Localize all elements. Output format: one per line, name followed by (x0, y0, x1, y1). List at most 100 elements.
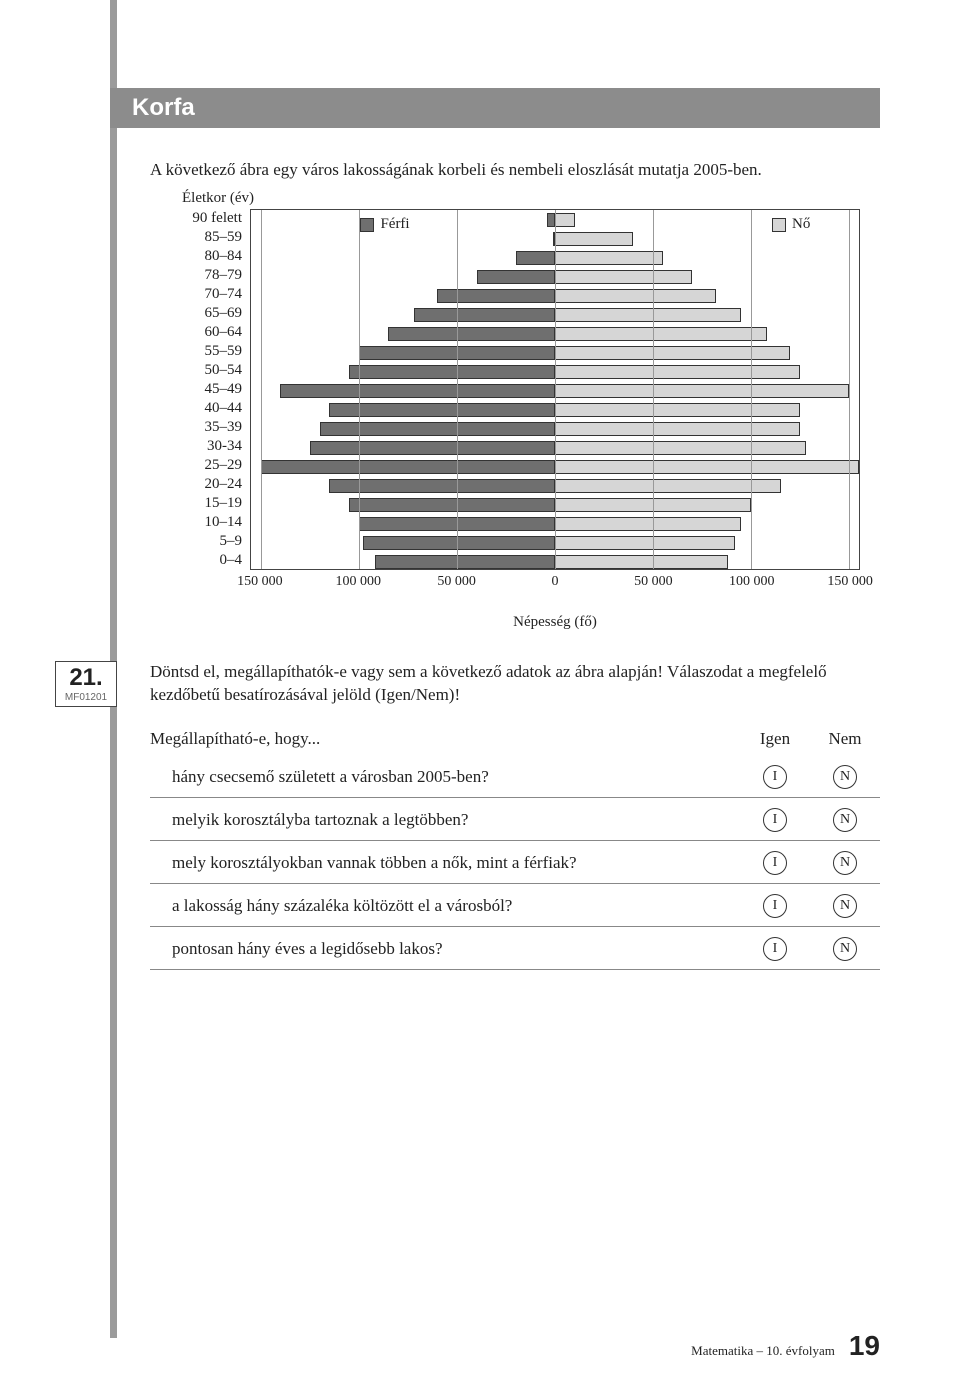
bar-female (555, 232, 633, 246)
table-row: mely korosztályokban vannak többen a nők… (150, 841, 880, 884)
table-row: a lakosság hány százaléka költözött el a… (150, 884, 880, 927)
bar-female (555, 365, 800, 379)
bar-male (349, 365, 555, 379)
y-tick-label: 10–14 (180, 513, 242, 532)
bar-female (555, 479, 781, 493)
bar-male (329, 479, 555, 493)
answer-yes-circle[interactable]: I (763, 808, 787, 832)
bar-female (555, 517, 741, 531)
question-badge: 21. MF01201 (55, 661, 117, 707)
question-item-text: melyik korosztályba tartoznak a legtöbbe… (150, 810, 740, 830)
bar-female (555, 403, 800, 417)
y-tick-label: 25–29 (180, 456, 242, 475)
bar-male (363, 536, 555, 550)
question-item-text: mely korosztályokban vannak többen a nők… (150, 853, 740, 873)
bar-female (555, 536, 735, 550)
answer-no-circle[interactable]: N (833, 894, 857, 918)
y-axis-labels: 90 felett85–5980–8478–7970–7465–6960–645… (180, 209, 250, 570)
bar-male (349, 498, 555, 512)
y-tick-label: 30-34 (180, 437, 242, 456)
bar-male (329, 403, 555, 417)
bar-female (555, 308, 741, 322)
bar-female (555, 289, 716, 303)
bar-female (555, 327, 767, 341)
bar-male (477, 270, 555, 284)
y-tick-label: 90 felett (180, 209, 242, 228)
question-code: MF01201 (56, 692, 116, 706)
answer-no-circle[interactable]: N (833, 808, 857, 832)
y-tick-label: 20–24 (180, 475, 242, 494)
bar-male (261, 460, 555, 474)
bar-female (555, 460, 859, 474)
x-tick-label: 50 000 (437, 574, 476, 590)
y-axis-title: Életkor (év) (180, 190, 860, 207)
bar-female (555, 422, 800, 436)
section-title: Korfa (132, 94, 195, 122)
question-prompt: Döntsd el, megállapíthatók-e vagy sem a … (150, 661, 880, 707)
answer-no-circle[interactable]: N (833, 765, 857, 789)
y-tick-label: 50–54 (180, 361, 242, 380)
y-tick-label: 70–74 (180, 285, 242, 304)
bar-female (555, 555, 728, 569)
bar-female (555, 270, 692, 284)
y-tick-label: 0–4 (180, 551, 242, 570)
page-footer: Matematika – 10. évfolyam 19 (691, 1330, 880, 1362)
bar-female (555, 213, 575, 227)
bar-male (375, 555, 555, 569)
x-tick-label: 100 000 (335, 574, 381, 590)
x-tick-label: 100 000 (729, 574, 775, 590)
bar-male (516, 251, 555, 265)
question-item-text: hány csecsemő született a városban 2005-… (150, 767, 740, 787)
y-tick-label: 78–79 (180, 266, 242, 285)
bar-female (555, 441, 806, 455)
answer-table: Megállapítható-e, hogy... Igen Nem hány … (150, 729, 880, 970)
question-number: 21. (56, 662, 116, 692)
question-item-text: pontosan hány éves a legidősebb lakos? (150, 939, 740, 959)
footer-text: Matematika – 10. évfolyam (691, 1343, 835, 1359)
answer-yes-circle[interactable]: I (763, 851, 787, 875)
bar-female (555, 384, 849, 398)
bar-male (388, 327, 555, 341)
x-tick-label: 50 000 (634, 574, 673, 590)
x-axis-ticks: 150 000100 00050 000050 000100 000150 00… (250, 574, 860, 592)
y-tick-label: 80–84 (180, 247, 242, 266)
chart-plot-area: Férfi Nő (250, 209, 860, 570)
intro-text: A következő ábra egy város lakosságának … (150, 160, 880, 180)
bar-male (414, 308, 555, 322)
answer-yes-circle[interactable]: I (763, 765, 787, 789)
col-header-yes: Igen (740, 729, 810, 749)
table-row: melyik korosztályba tartoznak a legtöbbe… (150, 798, 880, 841)
bar-male (320, 422, 555, 436)
col-header-no: Nem (810, 729, 880, 749)
y-tick-label: 65–69 (180, 304, 242, 323)
x-tick-label: 0 (552, 574, 559, 590)
bar-female (555, 346, 790, 360)
bar-female (555, 251, 663, 265)
y-tick-label: 85–59 (180, 228, 242, 247)
question-item-text: a lakosság hány százaléka költözött el a… (150, 896, 740, 916)
bar-male (310, 441, 555, 455)
bar-male (437, 289, 555, 303)
answer-no-circle[interactable]: N (833, 937, 857, 961)
y-tick-label: 60–64 (180, 323, 242, 342)
answer-yes-circle[interactable]: I (763, 894, 787, 918)
y-tick-label: 5–9 (180, 532, 242, 551)
y-tick-label: 55–59 (180, 342, 242, 361)
x-tick-label: 150 000 (827, 574, 873, 590)
x-tick-label: 150 000 (237, 574, 283, 590)
table-row: pontosan hány éves a legidősebb lakos? I N (150, 927, 880, 970)
table-header-label: Megállapítható-e, hogy... (150, 729, 740, 749)
x-axis-title: Népesség (fő) (250, 614, 860, 631)
answer-yes-circle[interactable]: I (763, 937, 787, 961)
y-tick-label: 15–19 (180, 494, 242, 513)
bar-male (280, 384, 555, 398)
y-tick-label: 35–39 (180, 418, 242, 437)
bar-male (547, 213, 555, 227)
section-title-bar: Korfa (110, 88, 880, 128)
y-tick-label: 45–49 (180, 380, 242, 399)
answer-no-circle[interactable]: N (833, 851, 857, 875)
y-tick-label: 40–44 (180, 399, 242, 418)
population-pyramid-chart: Életkor (év) 90 felett85–5980–8478–7970–… (180, 190, 860, 631)
table-row: hány csecsemő született a városban 2005-… (150, 755, 880, 798)
page-number: 19 (849, 1330, 880, 1362)
